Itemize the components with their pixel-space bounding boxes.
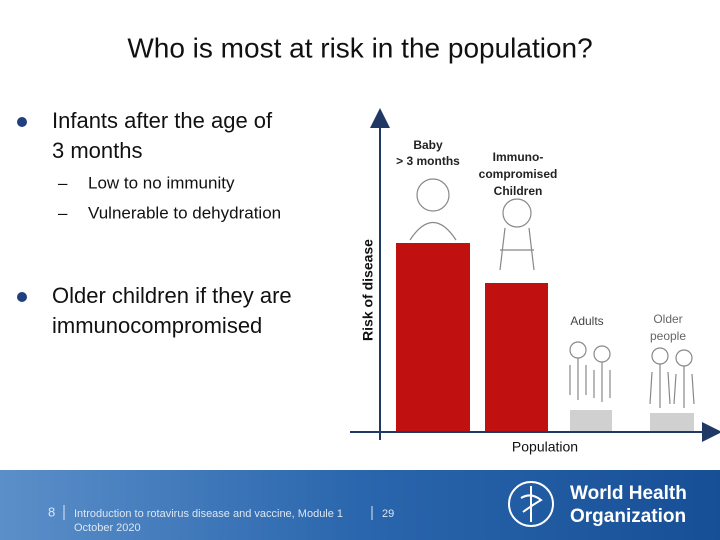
footer-text: Introduction to rotavirus disease and va… [74,508,343,520]
slide-title: Who is most at risk in the population? [127,32,592,63]
organization-name: Organization [570,506,686,527]
group-label: people [650,329,686,343]
x-axis-label: Population [512,439,578,455]
dash: – [58,203,68,222]
logo-staff [520,486,543,522]
bullet-text: Infants after the age of [52,108,273,133]
page-number: 8 [48,504,55,519]
sub-bullet-text: Vulnerable to dehydration [88,203,281,222]
group-label: Children [494,184,543,198]
footer-text: October 2020 [74,522,141,534]
organization-name: World Health [570,483,687,504]
group-label: compromised [479,167,558,181]
dash: – [58,173,68,192]
bar [396,243,470,432]
group-label: Adults [570,314,603,328]
footer-text: 29 [382,508,394,520]
figures [409,178,695,408]
y-axis-label: Risk of disease [360,239,376,341]
bar [650,413,694,432]
bullet-text: 3 months [52,138,143,163]
group-label: Immuno- [493,150,544,164]
group-label: Baby [413,138,443,152]
group-label: > 3 months [396,154,460,168]
bullet-text: Older children if they are [52,283,292,308]
logo-emblem [508,481,554,527]
sub-bullet-text: Low to no immunity [88,173,235,192]
group-label: Older [653,312,682,326]
bar [570,410,612,432]
footer-band [0,470,720,540]
bullet [17,117,27,127]
bullet-text: immunocompromised [52,313,262,338]
bar [485,283,548,432]
bullet [17,292,27,302]
